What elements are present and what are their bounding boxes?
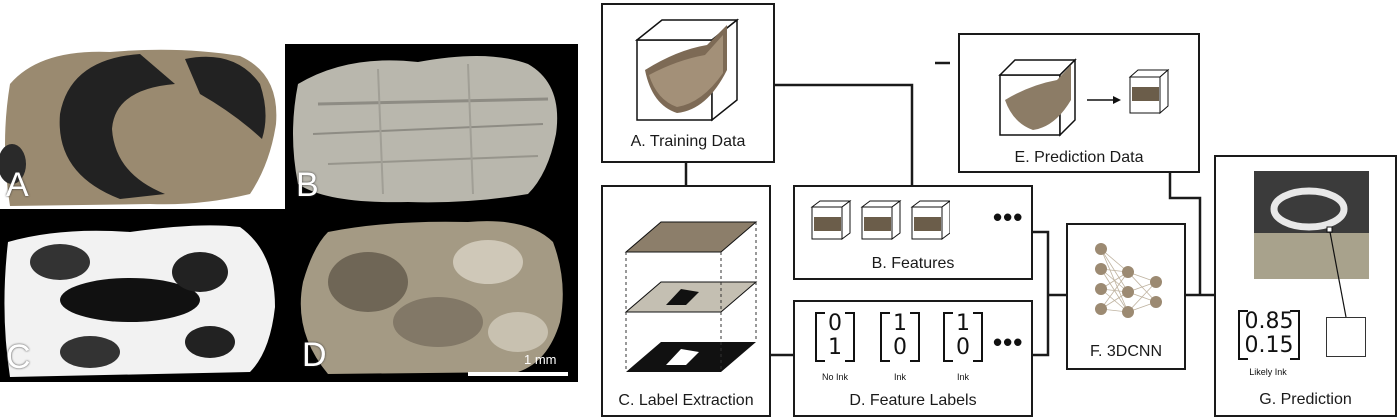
vector-caption: No Ink — [821, 372, 848, 382]
feature-labels-title: D. Feature Labels — [849, 392, 977, 409]
scale-bar — [468, 372, 568, 376]
features-ellipsis: ••• — [993, 202, 1024, 232]
prediction-data-box: E. Prediction Data — [958, 33, 1200, 173]
feature-label-vector: 1 0 — [880, 312, 920, 362]
vector-bottom: 1 — [828, 335, 842, 360]
feature-label-vector: 1 0 — [943, 312, 983, 362]
cnn-title: F. 3DCNN — [1089, 343, 1162, 360]
panel-c-image: C — [0, 212, 285, 382]
label-layers-icon — [624, 221, 758, 372]
panel-d-fragment — [300, 221, 563, 374]
panel-a-fragment — [0, 49, 277, 206]
vector-top: 1 — [956, 311, 970, 336]
panel-c-label: C — [6, 338, 31, 376]
panel-d-label: D — [302, 336, 327, 374]
prediction-data-title: E. Prediction Data — [1014, 149, 1144, 166]
panel-c-fragment — [4, 225, 275, 377]
training-cube-icon — [634, 18, 740, 122]
prediction-caption: Likely Ink — [1249, 367, 1287, 377]
prediction-image-content — [1254, 171, 1369, 279]
vector-caption: Ink — [893, 372, 906, 382]
features-box: ••• B. Features — [793, 185, 1033, 280]
vector-bottom: 0 — [956, 335, 970, 360]
feature-labels-ellipsis: ••• — [993, 327, 1024, 357]
panel-a-image: A — [0, 44, 285, 209]
vector-top: 1 — [893, 311, 907, 336]
prediction-image — [1254, 171, 1369, 279]
panel-d-image: D 1 mm — [288, 212, 578, 382]
vector-caption: Ink — [956, 372, 969, 382]
panel-b-label: B — [296, 166, 319, 204]
prediction-pointer — [1326, 226, 1347, 318]
panel-a-label: A — [6, 166, 29, 204]
neural-network-icon — [1095, 243, 1162, 318]
cnn-box: F. 3DCNN — [1066, 223, 1186, 370]
panel-b-image: B — [288, 44, 578, 209]
feature-label-vector: 0 1 — [815, 312, 855, 362]
label-extraction-title: C. Label Extraction — [618, 392, 754, 409]
label-extraction-box: C. Label Extraction — [601, 185, 771, 417]
photo-grid: A B C D — [0, 44, 578, 382]
feature-labels-box: 0 1 No Ink 1 0 Ink 1 0 Ink ••• D. Featur… — [793, 300, 1033, 417]
features-title: B. Features — [871, 255, 955, 272]
prediction-top: 0.85 — [1244, 309, 1294, 334]
training-data-box: A. Training Data — [601, 3, 775, 163]
panel-b-fragment — [293, 55, 558, 203]
scale-bar-label: 1 mm — [524, 352, 557, 367]
vector-top: 0 — [828, 311, 842, 336]
training-data-title: A. Training Data — [630, 133, 746, 150]
vector-bottom: 0 — [893, 335, 907, 360]
prediction-title: G. Prediction — [1259, 391, 1352, 408]
prediction-data-icon — [998, 58, 1170, 137]
prediction-box: 0.85 0.15 Likely Ink G. Prediction — [1214, 155, 1397, 417]
prediction-vector: 0.85 0.15 — [1238, 310, 1300, 360]
prediction-bottom: 0.15 — [1244, 333, 1294, 358]
feature-cubes-icon — [810, 200, 950, 240]
prediction-output-square — [1326, 317, 1366, 357]
